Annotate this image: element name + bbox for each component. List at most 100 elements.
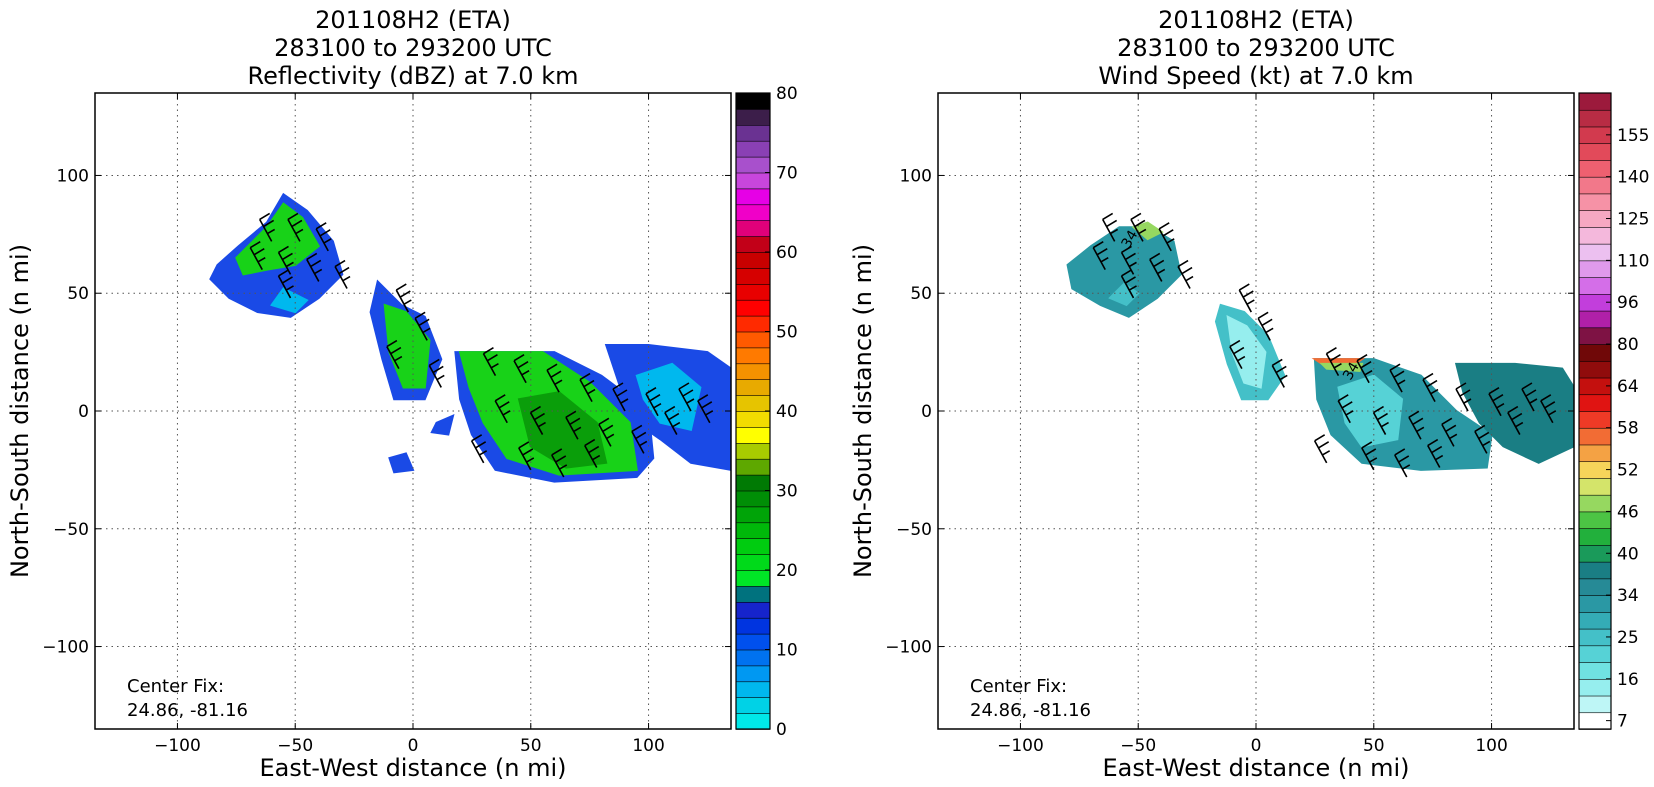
wind-barb	[1408, 410, 1425, 440]
colorbar-segment	[735, 219, 771, 237]
echo-region	[1319, 362, 1364, 373]
colorbar-segment	[735, 633, 771, 651]
wind-barb	[565, 410, 582, 440]
colorbar-segment	[735, 140, 771, 158]
wind-barb	[1177, 259, 1194, 289]
colorbar-segment	[735, 362, 771, 380]
y-tick-label: 0	[921, 402, 932, 422]
colorbar-segment	[735, 331, 771, 349]
colorbar-tick-label: 140	[1617, 168, 1649, 188]
colorbar-segment	[1578, 444, 1612, 463]
colorbar-segment	[735, 347, 771, 365]
echo-region	[430, 413, 455, 436]
echo-region	[235, 202, 321, 276]
colorbar-tick-label: 96	[1617, 293, 1639, 313]
wind-barb	[1158, 222, 1175, 252]
colorbar-segment	[735, 680, 771, 698]
wind-barb	[612, 382, 629, 412]
panel-title-line-3: Wind Speed (kt) at 7.0 km	[1098, 62, 1413, 90]
colorbar-tick-label: 16	[1617, 670, 1639, 690]
colorbar-tick-label: 52	[1617, 461, 1639, 481]
colorbar-segment	[735, 665, 771, 683]
wind-barb	[258, 212, 276, 242]
colorbar-tick-label: 70	[776, 164, 798, 184]
colorbar-frame	[1578, 92, 1612, 730]
colorbar-segment	[735, 299, 771, 317]
colorbar-segment	[1578, 142, 1612, 161]
x-tick-label: 100	[1475, 736, 1507, 756]
colorbar-segment	[1578, 578, 1612, 596]
colorbar-segment	[1578, 109, 1612, 128]
colorbar-segment	[1578, 243, 1612, 262]
center-fix-line-2: 24.86, -81.16	[970, 700, 1091, 721]
colorbar-segment	[735, 251, 771, 269]
wind-barb	[551, 448, 568, 478]
x-tick-label: 100	[632, 736, 664, 756]
colorbar-segment	[735, 267, 771, 285]
echo-region	[1337, 374, 1404, 448]
wind-barb	[1427, 438, 1444, 468]
colorbar-tick-label: 60	[776, 243, 798, 263]
wind-barb	[1092, 240, 1109, 271]
colorbar-segment	[735, 553, 771, 571]
colorbar-tick-label: 40	[1617, 544, 1639, 564]
echo-region	[635, 362, 702, 432]
colorbar-segment	[1578, 260, 1612, 278]
colorbar-segment	[735, 188, 771, 206]
y-tick-label: 100	[900, 166, 932, 186]
wind-barb	[697, 394, 714, 424]
x-axis-label: East-West distance (n mi)	[1102, 754, 1409, 782]
wind-barb	[1149, 252, 1166, 282]
colorbar-tick-label: 25	[1617, 628, 1639, 648]
wind-barb	[518, 441, 535, 471]
panel-title-line-2: 283100 to 293200 UTC	[1117, 34, 1395, 62]
wind-barb	[1488, 387, 1505, 417]
wind-barb	[1394, 448, 1411, 478]
colorbar-segment	[735, 601, 771, 619]
wind-barb	[1521, 382, 1538, 412]
colorbar-segment	[1578, 410, 1612, 429]
colorbar-tick-label: 30	[776, 482, 798, 502]
colorbar-tick-label: 80	[1617, 335, 1639, 355]
echo-region	[1454, 362, 1574, 464]
y-tick-label: −100	[42, 638, 89, 658]
colorbar-segment	[735, 172, 771, 190]
x-tick-label: −100	[154, 736, 201, 756]
x-tick-label: 50	[520, 736, 542, 756]
colorbar-segment	[735, 394, 771, 412]
wind-barb	[529, 405, 546, 435]
wind-barb	[334, 259, 351, 289]
y-tick-label: 0	[78, 402, 89, 422]
colorbar-segment	[1578, 477, 1612, 496]
center-fix-line-2: 24.86, -81.16	[127, 700, 248, 721]
colorbar-tick-label: 20	[776, 561, 798, 581]
colorbar-segment	[735, 617, 771, 635]
colorbar-segment	[735, 537, 771, 555]
wind-barb	[277, 245, 294, 275]
wind-barb	[1120, 245, 1137, 275]
colorbar-segment	[1578, 611, 1612, 630]
contour-label: 34	[1119, 228, 1142, 252]
wind-barb	[287, 212, 304, 242]
colorbar-tick-label: 34	[1617, 586, 1639, 606]
colorbar-segment	[735, 585, 771, 603]
colorbar-segment	[1578, 678, 1612, 697]
panel-title-line-1: 201108H2 (ETA)	[315, 6, 511, 34]
colorbar-segment	[735, 442, 771, 460]
colorbar-segment	[735, 458, 771, 476]
colorbar-segment	[735, 108, 771, 126]
y-tick-label: 100	[57, 166, 89, 186]
x-tick-label: −100	[997, 736, 1044, 756]
y-axis-label: North-South distance (n mi)	[849, 244, 877, 578]
colorbar-segment	[735, 156, 771, 174]
colorbar-tick-label: 0	[776, 720, 787, 740]
panel-title-line-2: 283100 to 293200 UTC	[274, 34, 552, 62]
x-axis-label: East-West distance (n mi)	[259, 754, 566, 782]
wind-barb	[1389, 363, 1406, 393]
wind-barb	[1257, 311, 1274, 341]
x-tick-label: 50	[1363, 736, 1385, 756]
colorbar-segment	[1578, 695, 1612, 714]
wind-barb	[1474, 424, 1491, 454]
